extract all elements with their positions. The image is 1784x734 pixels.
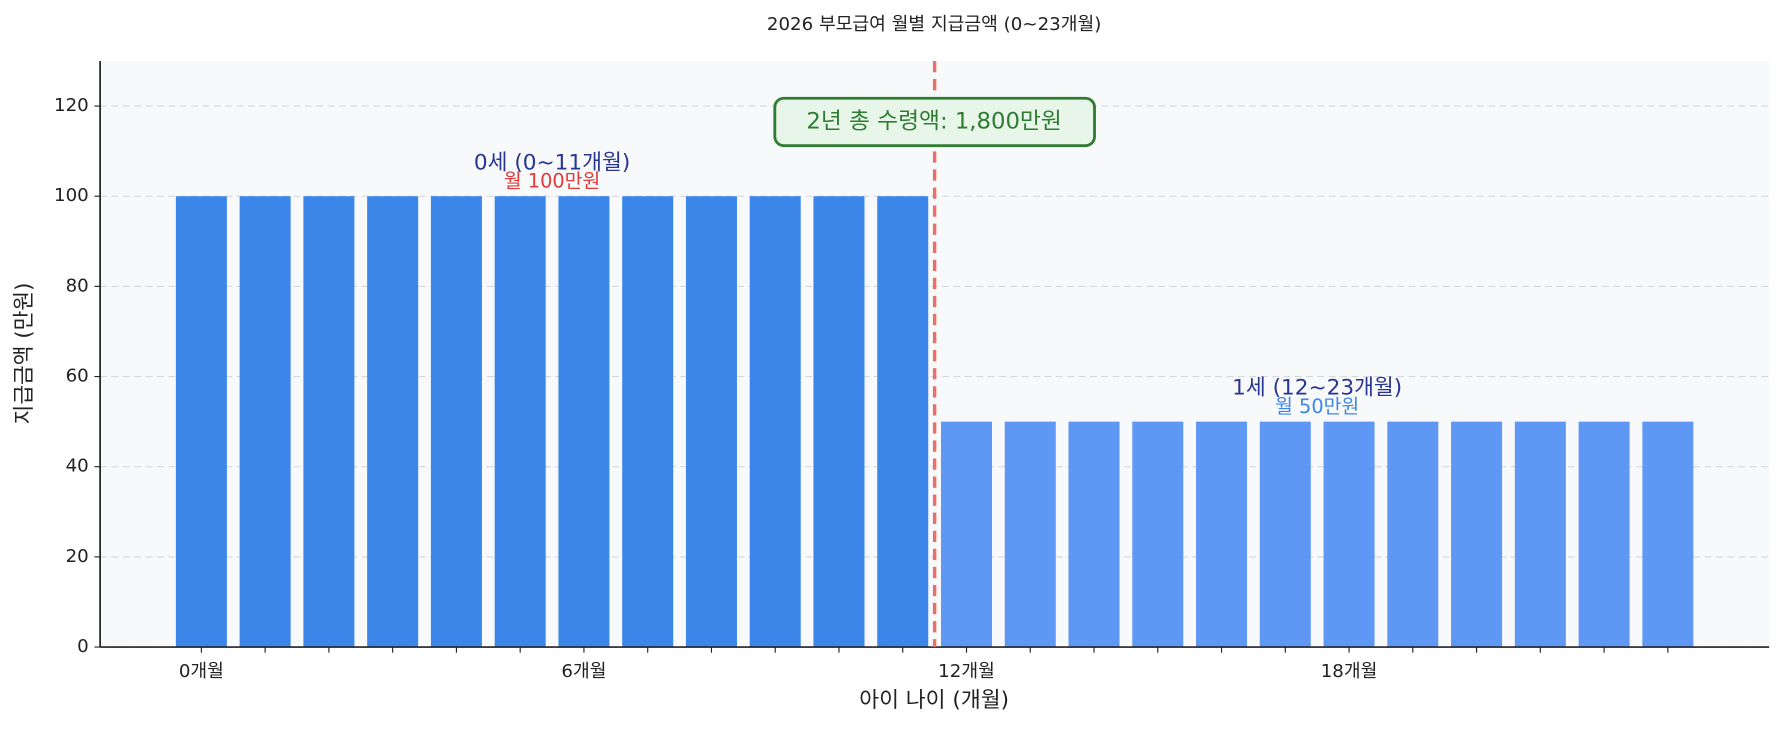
x-axis-label: 아이 나이 (개월) [859,688,1009,713]
bar [175,196,227,648]
y-tick-label: 40 [66,456,89,477]
y-tick-label: 80 [66,275,89,296]
bar [749,196,801,648]
y-tick-label: 60 [66,366,89,387]
group-amount: 월 100만원 [504,169,600,192]
bar [1387,421,1439,648]
x-tick-label: 0개월 [179,661,224,682]
bar [685,196,737,648]
y-tick-label: 20 [66,546,89,567]
bar [558,196,610,648]
group-label: 0세 (0~11개월) [474,151,630,176]
x-tick-label: 12개월 [938,661,995,682]
bar [877,196,929,648]
bar [367,196,419,648]
bar [1004,421,1056,648]
y-tick-label: 120 [54,95,89,116]
chart-title: 2026 부모급여 월별 지급금액 (0~23개월) [767,14,1101,35]
x-tick-label: 18개월 [1321,661,1378,682]
bar [1578,421,1630,648]
y-axis-label: 지급금액 (만원) [12,283,37,425]
x-tick-label: 6개월 [561,661,606,682]
total-label: 2년 총 수령액: 1,800만원 [806,109,1061,135]
bar [1132,421,1184,648]
bar [303,196,355,648]
bar [430,196,482,648]
bar [494,196,546,648]
bar [813,196,865,648]
bar [239,196,291,648]
y-tick-label: 0 [77,636,89,657]
group-label: 1세 (12~23개월) [1232,376,1402,401]
bar [1259,421,1311,648]
bar [1323,421,1375,648]
y-tick-label: 100 [54,185,89,206]
bar [1642,421,1694,648]
bar [1514,421,1566,648]
group-amount: 월 50만원 [1275,395,1359,418]
bar [1451,421,1503,648]
bar [940,421,993,648]
bar [1068,421,1120,648]
total-box [773,96,1096,148]
bar [1196,421,1248,648]
bar [622,196,674,648]
